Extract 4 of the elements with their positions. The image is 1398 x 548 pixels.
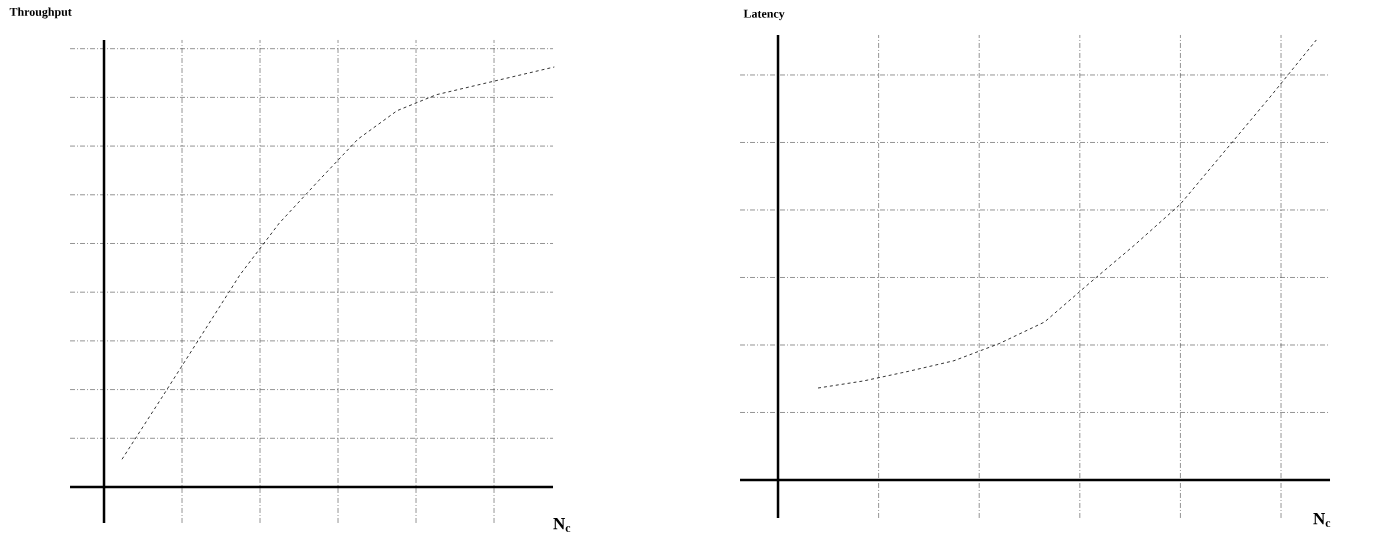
x-axis-title: N$_{c}$ <box>1313 513 1331 527</box>
chart-title: Latency <box>743 9 785 21</box>
x-axis-title: N$_{c}$ <box>553 518 571 532</box>
chart-title: Throughput <box>9 7 72 19</box>
